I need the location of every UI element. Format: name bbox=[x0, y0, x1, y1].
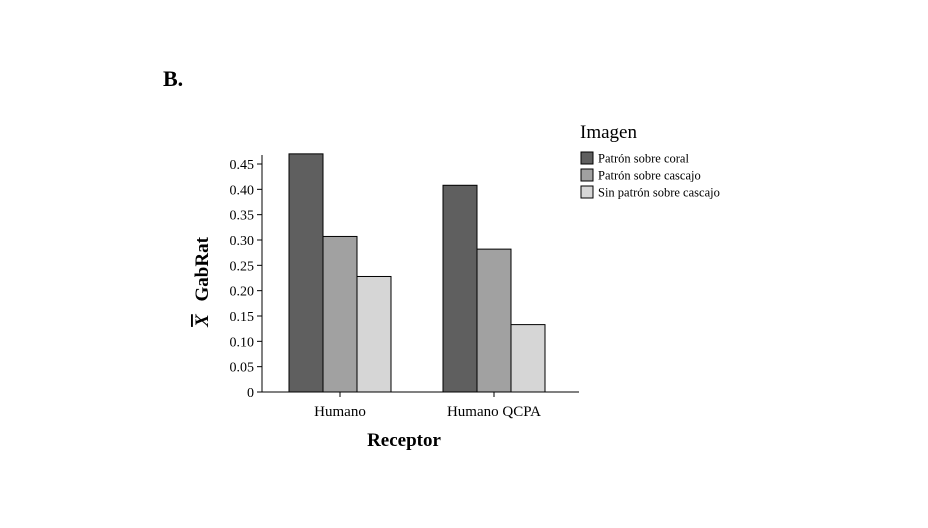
category-labels: Humano Humano QCPA bbox=[314, 392, 541, 420]
y-axis-title-text: GabRat bbox=[192, 236, 213, 301]
bar bbox=[288, 153, 324, 393]
bar bbox=[476, 248, 512, 393]
legend-swatch bbox=[580, 168, 594, 182]
category-label: Humano bbox=[314, 404, 366, 420]
y-tick-label: 0.30 bbox=[230, 234, 255, 249]
y-tick-label: 0 bbox=[247, 386, 254, 401]
y-axis-title: X GabRat bbox=[192, 236, 213, 328]
y-tick-label: 0.45 bbox=[230, 158, 255, 173]
x-axis-title: Receptor bbox=[367, 430, 441, 451]
panel-label: B. bbox=[163, 66, 184, 91]
legend-entry: Patrón sobre cascajo bbox=[598, 169, 701, 183]
legend-swatch bbox=[580, 185, 594, 199]
y-tick-label: 0.05 bbox=[230, 361, 255, 376]
y-tick-label: 0.40 bbox=[230, 183, 255, 198]
y-tick-label: 0.35 bbox=[230, 209, 255, 224]
y-tick-label: 0.15 bbox=[230, 310, 255, 325]
bar bbox=[442, 184, 478, 393]
legend: Imagen Patrón sobre coral Patrón sobre ca… bbox=[580, 122, 720, 200]
y-tick-label: 0.10 bbox=[230, 335, 255, 350]
bar bbox=[510, 324, 546, 393]
bar bbox=[322, 235, 358, 393]
y-axis-title-symbol: X bbox=[192, 313, 213, 328]
legend-entry: Sin patrón sobre cascajo bbox=[598, 186, 720, 200]
y-tick-label: 0.25 bbox=[230, 259, 255, 274]
bar bbox=[356, 275, 392, 393]
y-tick-label: 0.20 bbox=[230, 285, 255, 300]
legend-swatch bbox=[580, 151, 594, 165]
category-label: Humano QCPA bbox=[447, 404, 541, 420]
legend-title: Imagen bbox=[580, 122, 637, 143]
svg-text:X GabRat: X GabRat bbox=[192, 236, 213, 328]
bars bbox=[288, 153, 546, 393]
y-ticks: 0 0.05 0.10 0.15 0.20 0.25 0.30 0.35 0.40 0.45 bbox=[230, 158, 262, 401]
legend-entry: Patrón sobre coral bbox=[598, 152, 689, 166]
